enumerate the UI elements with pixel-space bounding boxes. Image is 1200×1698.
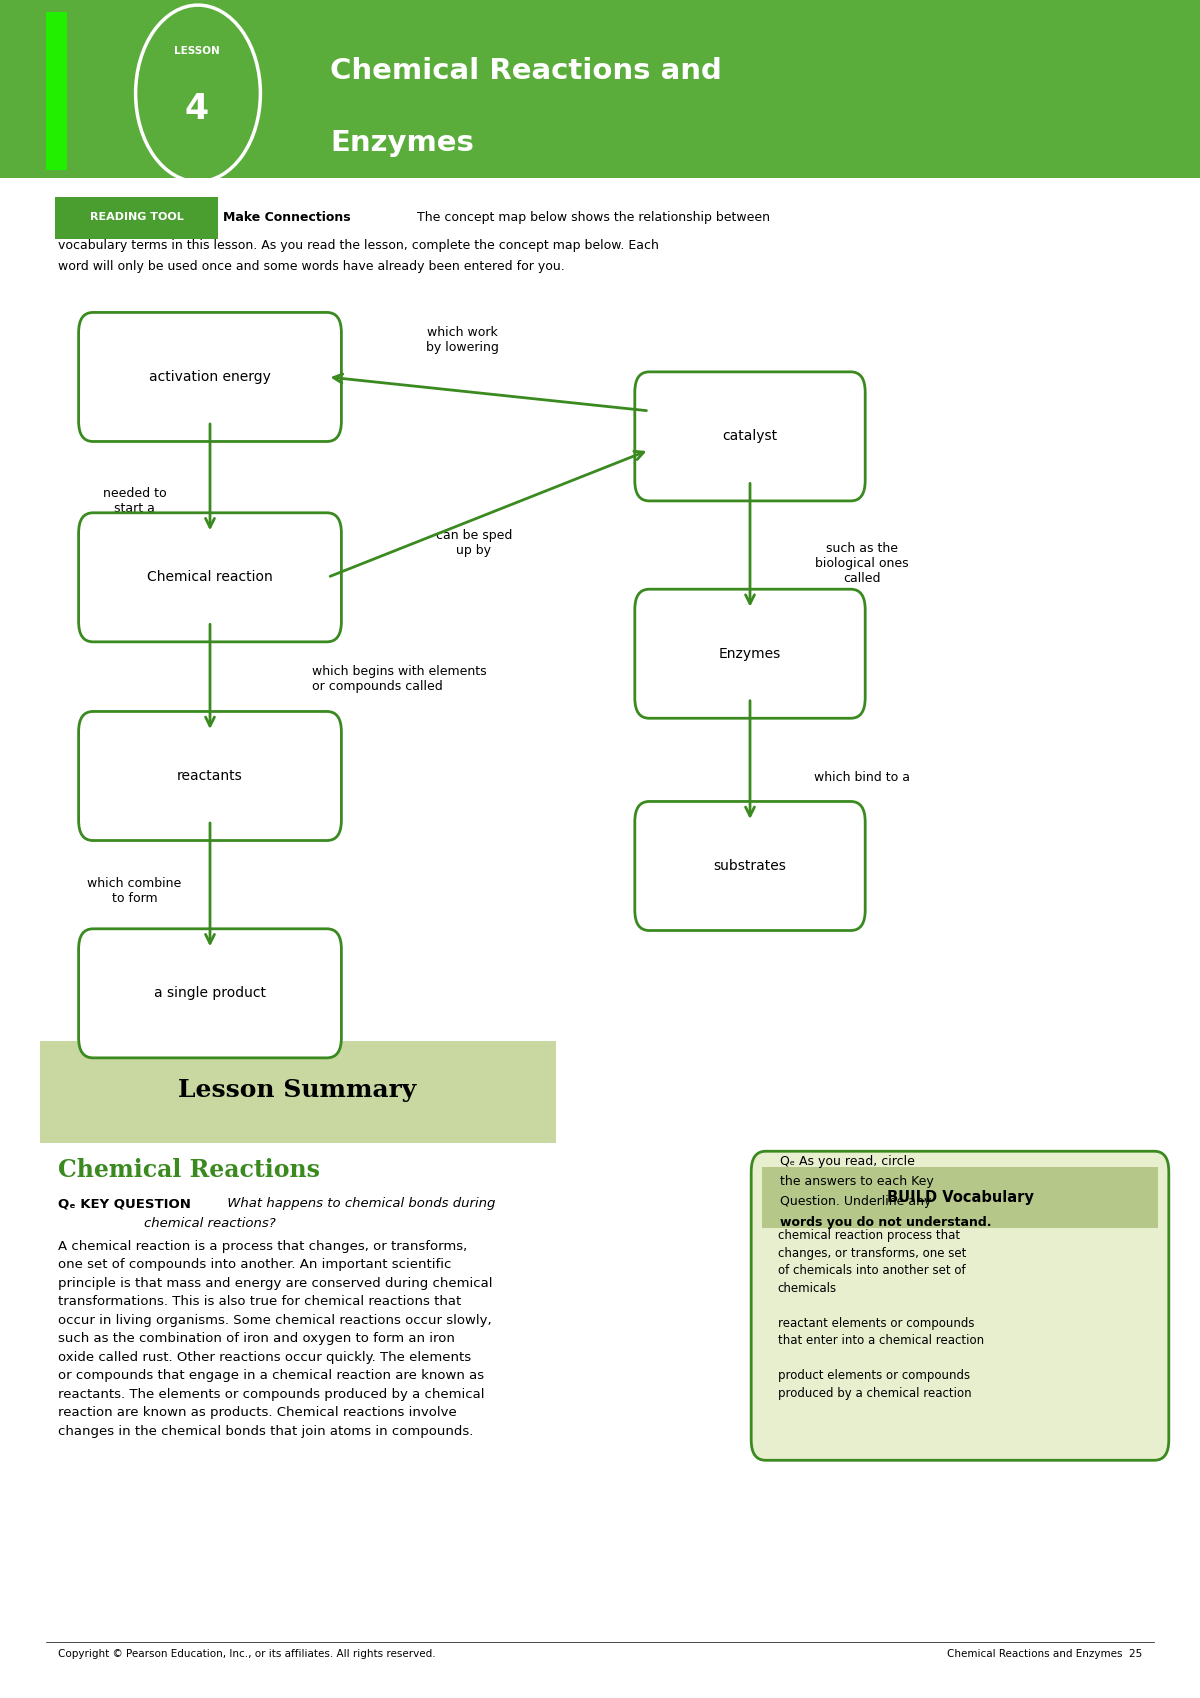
Text: Make Connections: Make Connections (223, 211, 350, 224)
Text: substrates: substrates (714, 859, 786, 873)
FancyBboxPatch shape (40, 1041, 556, 1143)
FancyBboxPatch shape (78, 711, 341, 841)
Text: READING TOOL: READING TOOL (90, 212, 184, 222)
Text: Enzymes: Enzymes (330, 129, 474, 156)
Text: a single product: a single product (154, 987, 266, 1000)
FancyBboxPatch shape (78, 513, 341, 642)
FancyBboxPatch shape (635, 801, 865, 931)
Text: What happens to chemical bonds during: What happens to chemical bonds during (223, 1197, 496, 1211)
FancyBboxPatch shape (751, 1151, 1169, 1460)
Text: word will only be used once and some words have already been entered for you.: word will only be used once and some wor… (58, 260, 564, 273)
Text: Qₑ As you read, circle: Qₑ As you read, circle (780, 1155, 914, 1168)
Text: Chemical Reactions and Enzymes  25: Chemical Reactions and Enzymes 25 (947, 1649, 1142, 1659)
FancyBboxPatch shape (46, 12, 67, 170)
Text: Chemical Reactions and: Chemical Reactions and (330, 58, 722, 85)
Text: which begins with elements
or compounds called: which begins with elements or compounds … (312, 666, 487, 693)
FancyBboxPatch shape (635, 589, 865, 718)
Text: can be sped
up by: can be sped up by (436, 530, 512, 557)
Text: 4: 4 (185, 92, 209, 126)
Text: LESSON: LESSON (174, 46, 220, 56)
Text: Qₑ KEY QUESTION: Qₑ KEY QUESTION (58, 1197, 191, 1211)
Text: chemical reaction process that
changes, or transforms, one set
of chemicals into: chemical reaction process that changes, … (778, 1229, 984, 1399)
Text: reactants: reactants (178, 769, 242, 783)
FancyBboxPatch shape (78, 312, 341, 441)
FancyBboxPatch shape (635, 372, 865, 501)
Text: A chemical reaction is a process that changes, or transforms,
one set of compoun: A chemical reaction is a process that ch… (58, 1240, 492, 1438)
Text: Copyright © Pearson Education, Inc., or its affiliates. All rights reserved.: Copyright © Pearson Education, Inc., or … (58, 1649, 436, 1659)
Text: chemical reactions?: chemical reactions? (144, 1217, 276, 1231)
FancyBboxPatch shape (55, 197, 218, 239)
Text: which combine
to form: which combine to form (88, 878, 181, 905)
Text: such as the
biological ones
called: such as the biological ones called (815, 542, 908, 586)
FancyBboxPatch shape (0, 0, 1200, 178)
Text: which work
by lowering: which work by lowering (426, 326, 498, 353)
Text: Enzymes: Enzymes (719, 647, 781, 661)
Text: Chemical reaction: Chemical reaction (148, 571, 272, 584)
Text: BUILD Vocabulary: BUILD Vocabulary (887, 1190, 1033, 1204)
Text: which bind to a: which bind to a (814, 771, 910, 784)
Text: Question. Underline any: Question. Underline any (780, 1195, 931, 1209)
Text: Chemical Reactions: Chemical Reactions (58, 1158, 319, 1182)
Text: activation energy: activation energy (149, 370, 271, 384)
Text: catalyst: catalyst (722, 430, 778, 443)
FancyBboxPatch shape (78, 929, 341, 1058)
Text: the answers to each Key: the answers to each Key (780, 1175, 934, 1189)
Text: words you do not understand.: words you do not understand. (780, 1216, 991, 1229)
Text: Lesson Summary: Lesson Summary (179, 1078, 416, 1102)
Text: vocabulary terms in this lesson. As you read the lesson, complete the concept ma: vocabulary terms in this lesson. As you … (58, 239, 659, 253)
Text: The concept map below shows the relationship between: The concept map below shows the relation… (409, 211, 770, 224)
Text: needed to
start a: needed to start a (102, 487, 167, 514)
FancyBboxPatch shape (762, 1167, 1158, 1228)
